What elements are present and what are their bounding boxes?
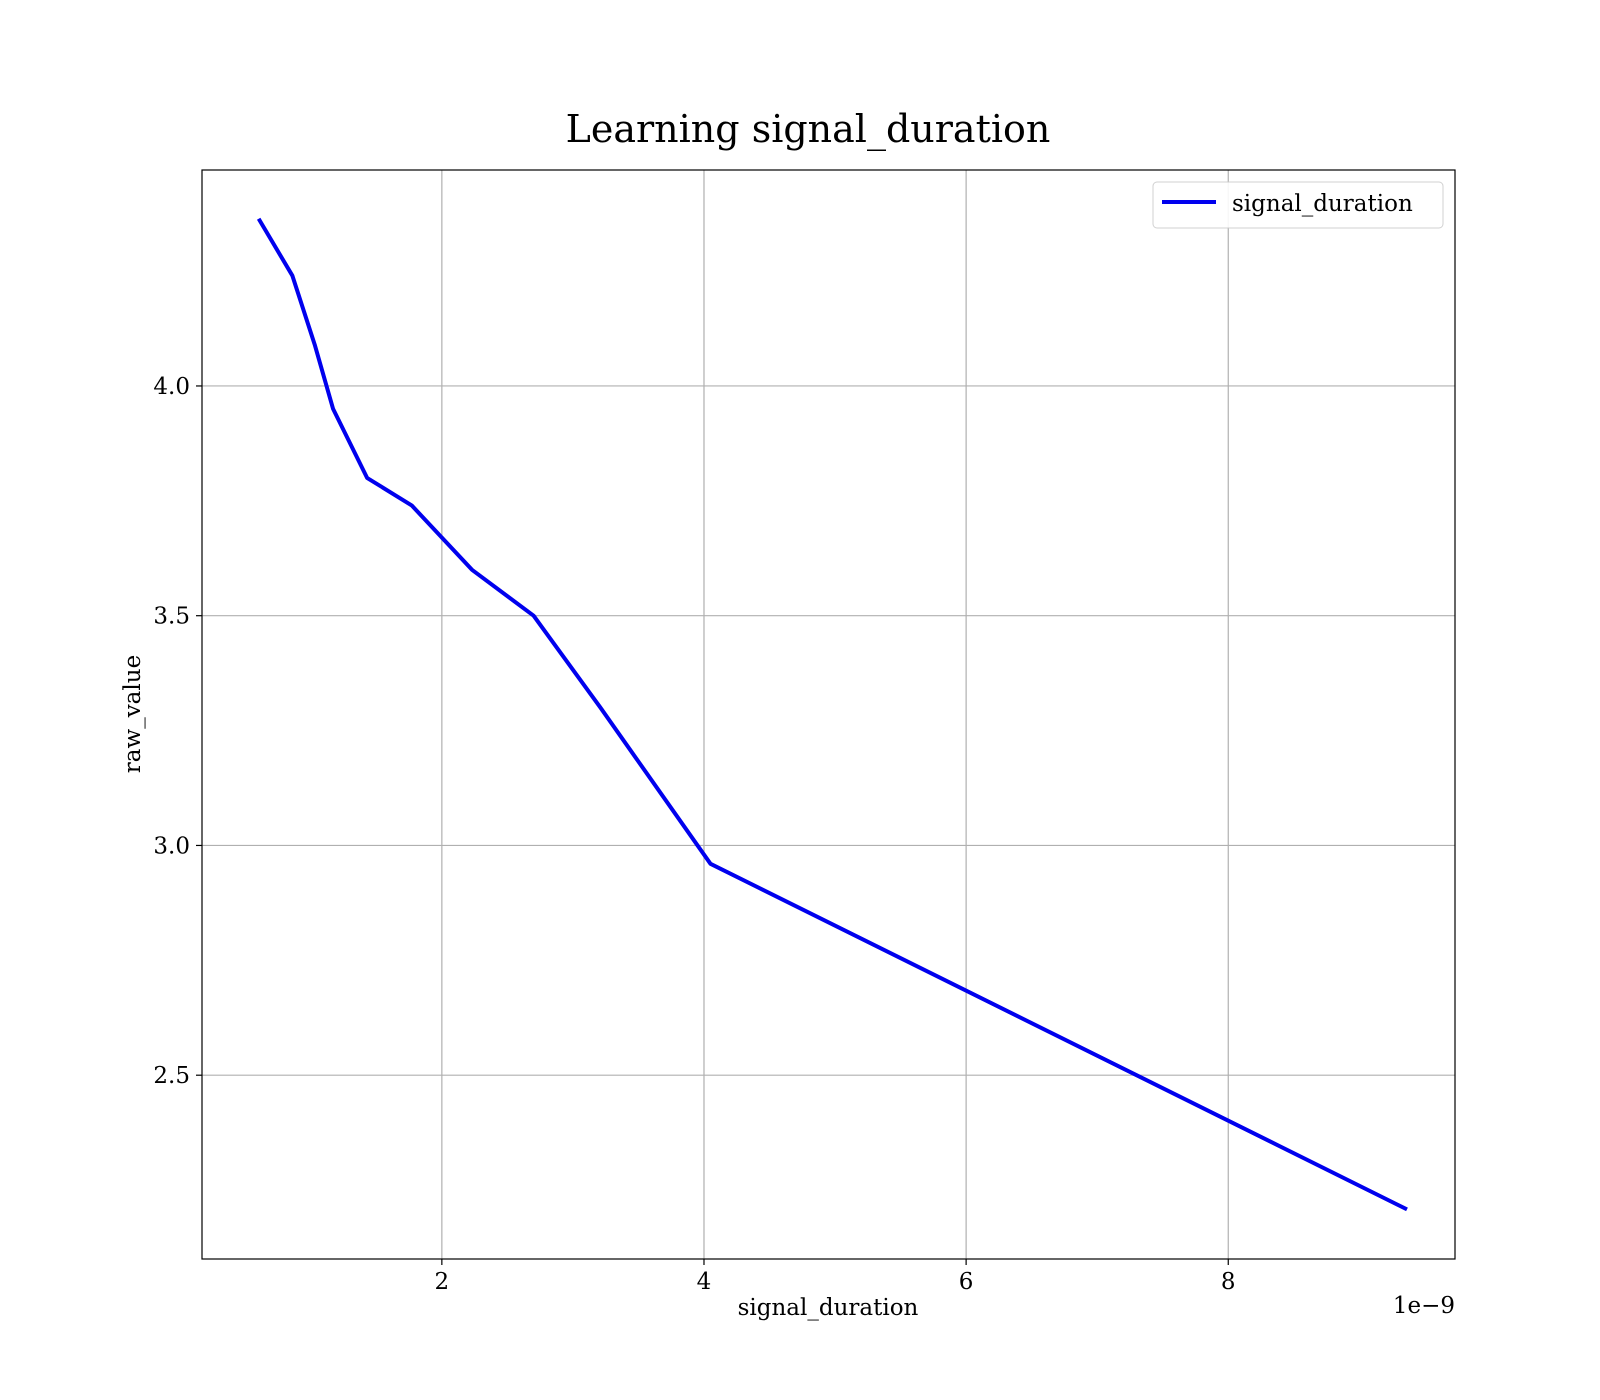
x-tick-label: 2 [435,1269,450,1295]
y-tick-label: 2.5 [153,1063,190,1089]
x-axis-label: signal_duration [738,1295,919,1321]
grid-lines [202,170,1455,1259]
plot-area-frame [201,169,1456,1260]
y-axis-ticks: 2.5 3.0 3.5 4.0 [153,374,202,1089]
y-axis-label: raw_value [120,655,146,773]
y-tick-label: 4.0 [153,374,190,400]
chart-title: Learning signal_duration [566,107,1051,152]
series-lines [256,217,1408,1212]
y-tick-label: 3.5 [153,604,190,630]
legend-label: signal_duration [1232,191,1413,217]
x-tick-label: 8 [1221,1269,1236,1295]
x-axis-ticks: 2 4 6 8 [435,1259,1236,1295]
x-tick-label: 4 [697,1269,712,1295]
x-axis-offset-label: 1e−9 [1393,1293,1455,1319]
y-tick-label: 3.0 [153,833,190,859]
x-tick-label: 6 [959,1269,974,1295]
legend-box [1152,181,1444,229]
legend: signal_duration [1152,181,1444,229]
series-line-signal-duration [256,217,1408,1212]
